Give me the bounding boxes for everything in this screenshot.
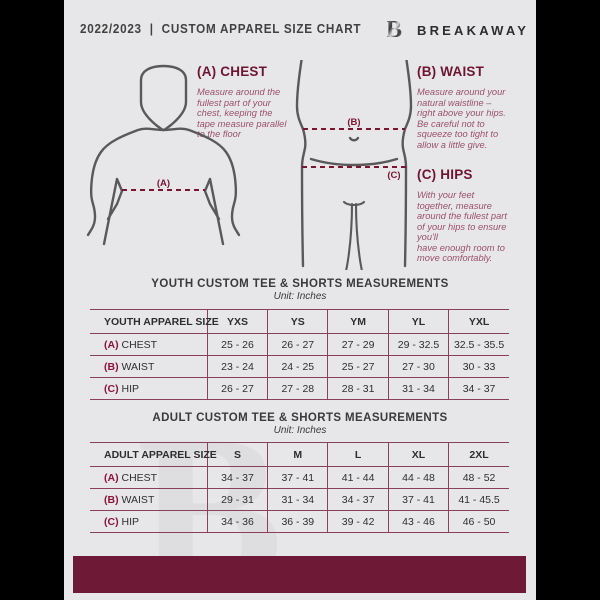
svg-text:B: B xyxy=(387,18,402,42)
svg-text:(A): (A) xyxy=(157,178,170,189)
svg-text:(B): (B) xyxy=(347,117,360,128)
svg-text:(C): (C) xyxy=(387,170,400,181)
